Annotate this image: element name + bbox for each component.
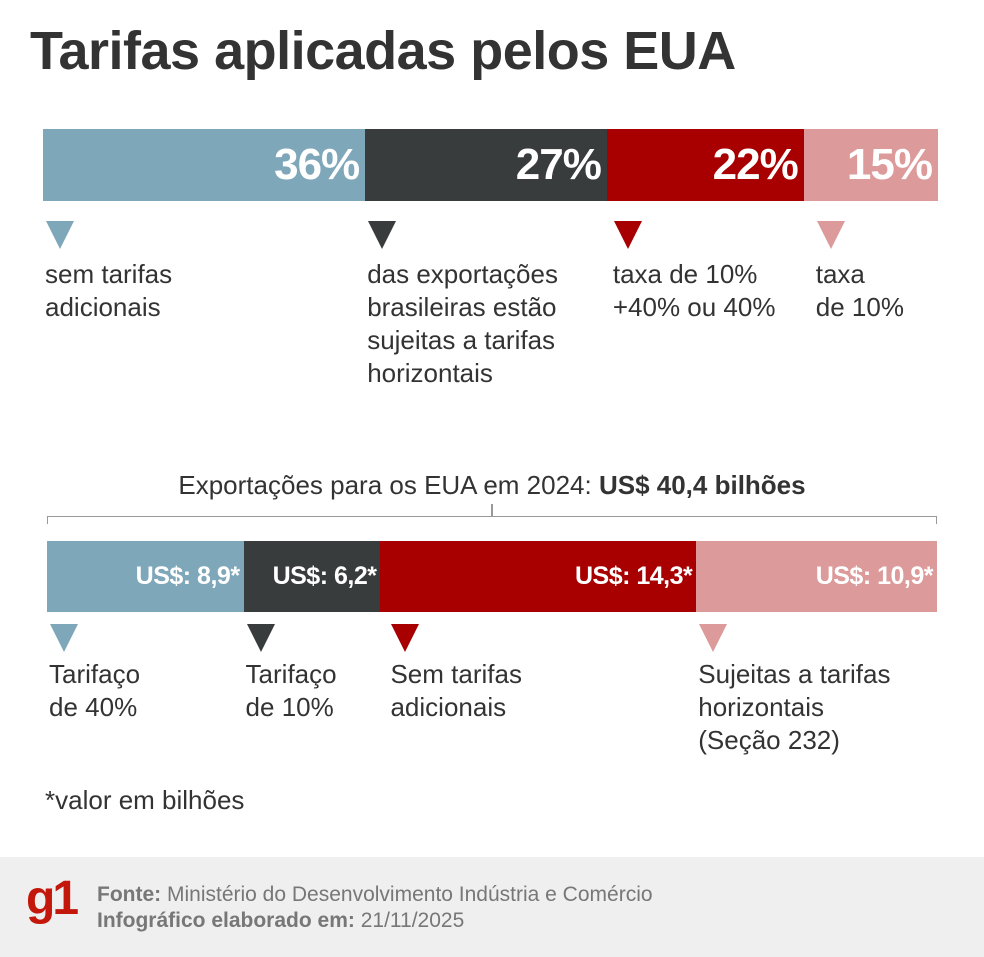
category-label: das exportações brasileiras estão sujeitas… (367, 259, 558, 388)
value-label: US$: 10,9* (815, 562, 934, 590)
bar-segment: 22% (606, 129, 804, 201)
triangle-marker-icon (816, 221, 845, 249)
value-label: US$: 14,3* (574, 562, 693, 590)
category-label: Tarifaço de 40% (49, 659, 141, 722)
value-label: 22% (712, 140, 799, 189)
triangle-marker-icon (699, 624, 728, 652)
date-line: Infográfico elaborado em: 21/11/2025 (97, 909, 464, 933)
category-label: Sem tarifas adicionais (390, 659, 522, 722)
category-label: Sujeitas a tarifas horizontais (Seção 232) (698, 659, 891, 755)
date-text: 21/11/2025 (354, 909, 465, 932)
exports-title: Exportações para os EUA em 2024: US$ 40,… (0, 470, 984, 501)
exports-value-bar: US$: 8,9* US$: 6,2* US$: 14,3* US$: 10,9* (47, 541, 937, 612)
triangle-marker-icon (613, 221, 642, 249)
tariff-share-bar: 36% 27% 22% 15% (43, 129, 938, 201)
date-label: Infográfico elaborado em: (97, 909, 355, 932)
value-label: 15% (846, 140, 933, 189)
exports-title-regular: Exportações para os EUA em 2024: (178, 470, 599, 500)
value-label: 27% (515, 140, 602, 189)
triangle-marker-icon (50, 624, 78, 652)
bar-segment: US$: 14,3* (380, 541, 697, 612)
triangle-marker-icon (368, 221, 397, 249)
category-label: taxa de 10% +40% ou 40% (612, 259, 776, 322)
bar-segment: 36% (43, 129, 366, 201)
triangle-marker-icon (246, 624, 275, 652)
value-label: US$: 6,2* (272, 562, 377, 590)
g1-logo: g1 (26, 872, 79, 925)
triangle-marker-icon (391, 624, 420, 652)
category-label: sem tarifas adicionais (45, 259, 173, 322)
bar-segment: US$: 10,9* (696, 541, 937, 612)
source-label: Fonte: (97, 883, 162, 906)
value-label: US$: 8,9* (135, 562, 240, 590)
bar-segment: US$: 8,9* (47, 541, 244, 612)
category-label: taxa de 10% (815, 259, 904, 322)
exports-title-bold: US$ 40,4 bilhões (598, 470, 806, 500)
bracket-tick (491, 504, 493, 516)
bracket (47, 516, 937, 524)
footnote: *valor em bilhões (45, 785, 245, 815)
value-label: 36% (274, 140, 360, 189)
footer: g1 Fonte: Ministério do Desenvolvimento … (0, 857, 984, 957)
triangle-marker-icon (46, 221, 74, 249)
category-label: Tarifaço de 10% (245, 659, 337, 722)
source-line: Fonte: Ministério do Desenvolvimento Ind… (97, 883, 653, 907)
source-text: Ministério do Desenvolvimento Indústria … (161, 883, 653, 906)
bar-segment: 15% (803, 129, 938, 201)
page-title: Tarifas aplicadas pelos EUA (30, 21, 736, 81)
bar-segment: US$: 6,2* (243, 541, 381, 612)
bar-segment: 27% (365, 129, 607, 201)
